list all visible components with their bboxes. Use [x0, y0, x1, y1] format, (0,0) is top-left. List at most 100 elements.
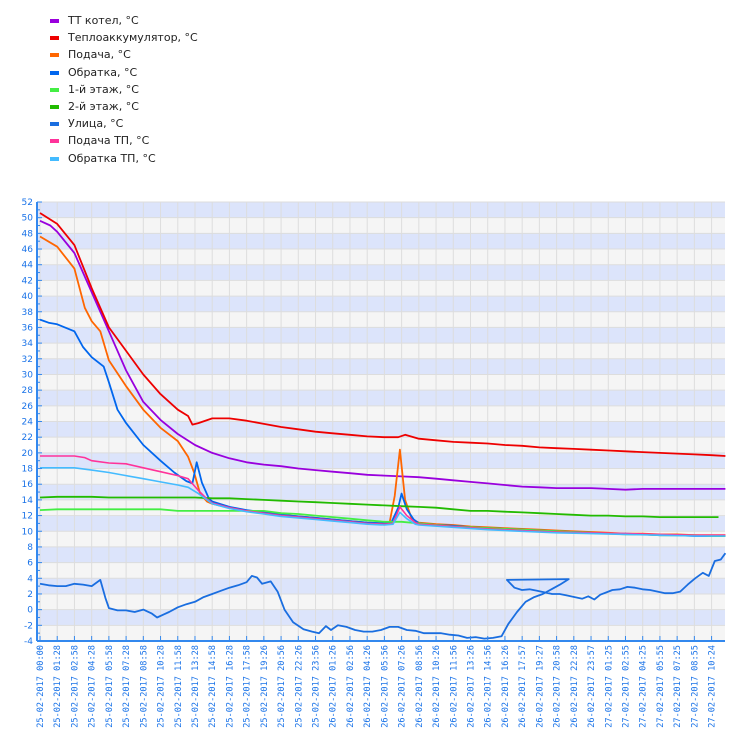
x-tick-label: 25-02-2017 08:58: [139, 645, 149, 728]
x-tick-label: 25-02-2017 04:28: [88, 645, 98, 728]
legend-item: Подача ТП, °С: [50, 132, 198, 149]
legend-item: 1-й этаж, °С: [50, 81, 198, 98]
x-tick-label: 26-02-2017 20:58: [553, 645, 563, 728]
grid-band: [37, 217, 725, 234]
x-tick-label: 26-02-2017 17:57: [518, 645, 528, 728]
y-tick-label: 14: [22, 496, 34, 506]
legend-swatch-icon: [50, 87, 59, 92]
legend-swatch-icon: [50, 19, 59, 23]
x-tick-label: 25-02-2017 07:28: [122, 645, 132, 728]
y-tick-label: 50: [22, 214, 34, 224]
x-tick-label: 25-02-2017 23:56: [312, 645, 322, 728]
legend-label: Улица, °С: [68, 117, 124, 131]
legend-item: Теплоаккумулятор, °С: [50, 29, 198, 46]
y-tick-label: -2: [24, 621, 33, 631]
y-tick-label: 16: [22, 480, 34, 490]
x-tick-label: 26-02-2017 23:57: [587, 645, 597, 728]
grid-band: [37, 264, 725, 281]
legend-label: 2-й этаж, °С: [68, 99, 139, 113]
x-tick-label: 25-02-2017 11:58: [174, 645, 184, 728]
y-tick-label: 10: [22, 527, 34, 537]
x-tick-label: 26-02-2017 22:28: [570, 645, 580, 728]
legend-item: Обратка ТП, °С: [50, 150, 198, 167]
x-tick-label: 25-02-2017 20:56: [277, 645, 287, 728]
x-tick-label: 26-02-2017 08:56: [415, 645, 425, 728]
x-tick-label: 25-02-2017 00:00: [36, 645, 46, 728]
y-tick-label: 44: [22, 261, 34, 271]
x-tick-label: 26-02-2017 13:26: [467, 645, 477, 728]
legend-item: Обратка, °С: [50, 64, 198, 81]
x-tick-label: 26-02-2017 04:26: [363, 645, 373, 728]
chart-legend: ТТ котел, °С Теплоаккумулятор, °С Подача, …: [50, 12, 198, 167]
x-tick-label: 26-02-2017 10:26: [432, 645, 442, 728]
x-tick-label: 25-02-2017 16:28: [225, 645, 235, 728]
x-tick-label: 27-02-2017 04:25: [639, 645, 649, 728]
x-tick-label: 25-02-2017 19:26: [260, 645, 270, 728]
x-tick-label: 26-02-2017 02:56: [346, 645, 356, 728]
grid-band: [37, 499, 725, 516]
x-tick-label: 27-02-2017 05:55: [656, 645, 666, 728]
x-tick-label: 25-02-2017 05:58: [105, 645, 115, 728]
x-tick-label: 27-02-2017 10:24: [708, 645, 718, 728]
x-tick-label: 26-02-2017 07:26: [398, 645, 408, 728]
y-tick-label: 0: [27, 606, 33, 616]
grid-band: [37, 343, 725, 359]
legend-item: Улица, °С: [50, 115, 198, 132]
legend-item: 2-й этаж, °С: [50, 98, 198, 115]
legend-swatch-icon: [50, 70, 59, 75]
y-tick-label: 4: [27, 574, 33, 584]
grid-band: [37, 421, 725, 438]
grid-band: [37, 437, 725, 453]
grid-band: [37, 311, 725, 328]
x-tick-label: 25-02-2017 17:58: [243, 645, 253, 728]
x-tick-label: 25-02-2017 02:58: [70, 645, 80, 728]
y-tick-label: 46: [22, 245, 34, 255]
y-tick-label: 52: [22, 198, 33, 208]
y-tick-label: 6: [27, 559, 33, 569]
x-tick-label: 27-02-2017 08:55: [690, 645, 700, 728]
grid-band: [37, 296, 725, 312]
legend-swatch-icon: [50, 53, 59, 58]
y-tick-label: 36: [22, 323, 34, 333]
legend-label: Обратка ТП, °С: [68, 151, 156, 165]
x-tick-label: 25-02-2017 13:28: [191, 645, 201, 728]
x-tick-label: 27-02-2017 07:25: [673, 645, 683, 728]
y-tick-label: -4: [24, 637, 33, 647]
y-tick-label: 2: [27, 590, 33, 600]
series-line-1: [39, 212, 726, 457]
grid-band: [37, 593, 725, 610]
series-line-6: [39, 552, 727, 640]
legend-item: ТТ котел, °С: [50, 12, 198, 29]
legend-label: Подача, °С: [68, 48, 131, 62]
legend-swatch-icon: [50, 36, 59, 41]
legend-label: ТТ котел, °С: [68, 14, 139, 27]
grid-band: [37, 625, 725, 641]
x-tick-label: 26-02-2017 11:56: [449, 645, 459, 728]
legend-label: Обратка, °С: [68, 65, 138, 79]
y-tick-label: 8: [27, 543, 33, 553]
grid-band: [37, 609, 725, 626]
y-tick-label: 42: [22, 276, 33, 286]
y-tick-label: 32: [22, 355, 33, 365]
x-tick-label: 25-02-2017 14:58: [208, 645, 218, 728]
legend-label: Подача ТП, °С: [68, 134, 150, 148]
y-tick-label: 26: [22, 402, 34, 412]
series-line-tp-1: [40, 466, 726, 537]
x-tick-label: 26-02-2017 16:26: [501, 645, 511, 728]
x-tick-label: 25-02-2017 22:26: [294, 645, 304, 728]
grid-band: [37, 202, 725, 218]
y-tick-label: 28: [22, 386, 34, 396]
y-tick-label: 30: [22, 370, 34, 380]
grid-band: [37, 374, 725, 391]
grid-band: [37, 233, 725, 250]
legend-item: Подача, °С: [50, 46, 198, 63]
y-tick-label: 38: [22, 308, 34, 318]
y-tick-label: 18: [22, 465, 34, 475]
legend-swatch-icon: [50, 139, 59, 144]
x-tick-label: 26-02-2017 05:56: [380, 645, 390, 728]
x-tick-label: 26-02-2017 14:56: [484, 645, 494, 728]
x-tick-label: 26-02-2017 19:27: [535, 645, 545, 728]
x-tick-label: 25-02-2017 01:28: [53, 645, 63, 728]
grid-band: [37, 578, 725, 594]
